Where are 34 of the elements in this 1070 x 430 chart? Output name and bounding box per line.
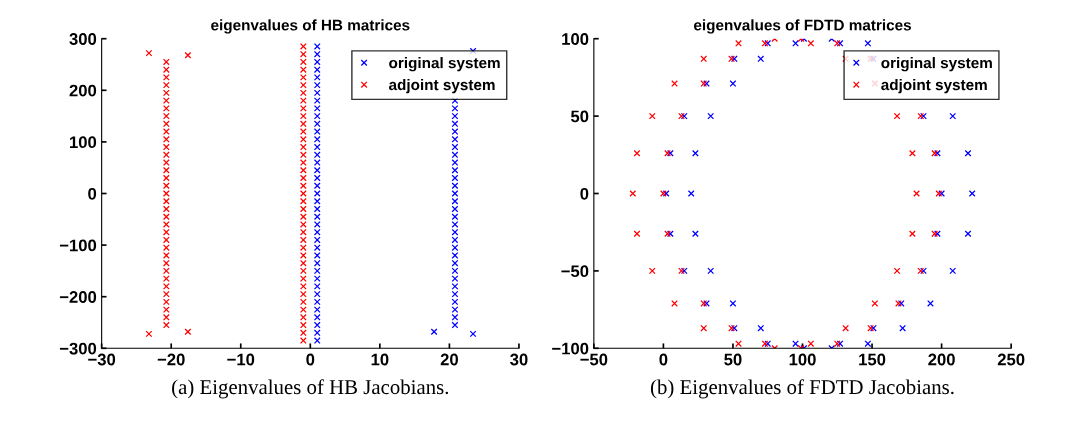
y-tick-label: 0: [580, 187, 589, 200]
x-tick-label: 20: [440, 353, 458, 366]
x-tick-label: 100: [789, 353, 816, 366]
x-tick-label: 0: [306, 353, 315, 366]
legend-label: original system: [881, 57, 992, 72]
y-tick-label: 100: [562, 33, 589, 45]
y-tick-label: −100: [552, 342, 589, 355]
legend-label: adjoint system: [389, 78, 495, 94]
text: (b) Eigenvalues of FDTD Jacobians.: [650, 379, 954, 399]
y-tick-label: −300: [59, 342, 97, 355]
y-tick-label: 200: [69, 84, 97, 97]
x-tick-label: 10: [371, 353, 389, 366]
x-tick-label: 50: [724, 353, 742, 366]
x-tick-label: 250: [997, 353, 1025, 366]
x-tick-label: −50: [580, 353, 608, 366]
x-tick-label: 0: [659, 353, 668, 366]
x-tick-label: 200: [928, 353, 955, 366]
y-tick-label: −100: [59, 239, 97, 252]
y-tick-label: −200: [59, 291, 97, 303]
text: (a) Eigenvalues of HB Jacobians.: [172, 379, 449, 399]
y-tick-label: 50: [570, 110, 589, 123]
chart-title: eigenvalues of HB matrices: [211, 19, 410, 34]
x-tick-label: −20: [157, 353, 185, 366]
legend-label: adjoint system: [881, 78, 987, 94]
x-tick-label: 30: [510, 353, 528, 366]
chart-title: eigenvalues of FDTD matrices: [694, 19, 911, 34]
x-tick-label: −30: [88, 353, 116, 366]
x-tick-label: 150: [859, 353, 886, 366]
y-tick-label: 300: [69, 33, 97, 45]
x-tick-label: −10: [227, 353, 255, 366]
y-tick-label: −50: [561, 265, 589, 278]
y-tick-label: 0: [88, 187, 97, 200]
y-tick-label: 100: [70, 136, 97, 149]
legend-label: original system: [389, 57, 500, 72]
